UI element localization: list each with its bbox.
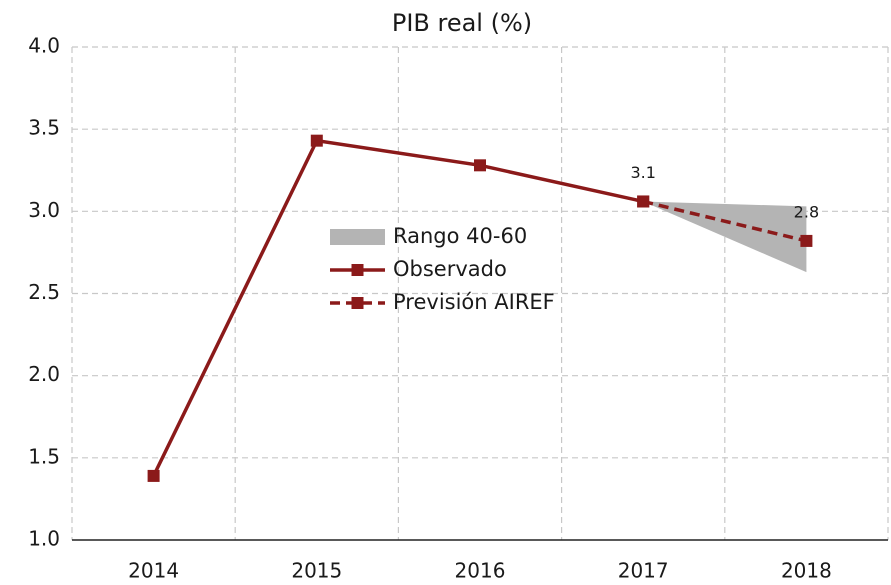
data-label: 2.8 [794,202,819,221]
marker [474,159,486,172]
x-tick-label: 2016 [455,559,506,583]
x-tick-label: 2015 [291,559,342,583]
series-line [642,199,807,243]
legend-marker [351,297,364,309]
y-tick-label: 4.0 [28,34,60,58]
marker [310,134,323,147]
legend-marker [351,264,364,276]
marker [637,195,650,208]
legend-label: Previsión AIREF [393,290,555,314]
data-label: 3.1 [630,163,655,182]
legend-label: Observado [393,257,507,281]
series-line [152,138,644,477]
marker [800,234,813,247]
x-tick-label: 2018 [781,559,832,583]
marker [147,469,160,482]
y-tick-label: 2.5 [28,280,60,304]
legend-swatch [330,229,385,245]
range-band [643,201,807,273]
y-tick-label: 3.5 [28,116,60,140]
y-tick-label: 1.5 [28,444,60,468]
x-tick-label: 2014 [128,559,179,583]
y-tick-label: 2.0 [28,362,60,386]
legend-label: Rango 40-60 [393,224,527,248]
y-tick-label: 1.0 [28,527,60,551]
x-tick-label: 2017 [618,559,669,583]
chart-title: PIB real (%) [392,9,532,37]
y-tick-label: 3.0 [28,198,60,222]
